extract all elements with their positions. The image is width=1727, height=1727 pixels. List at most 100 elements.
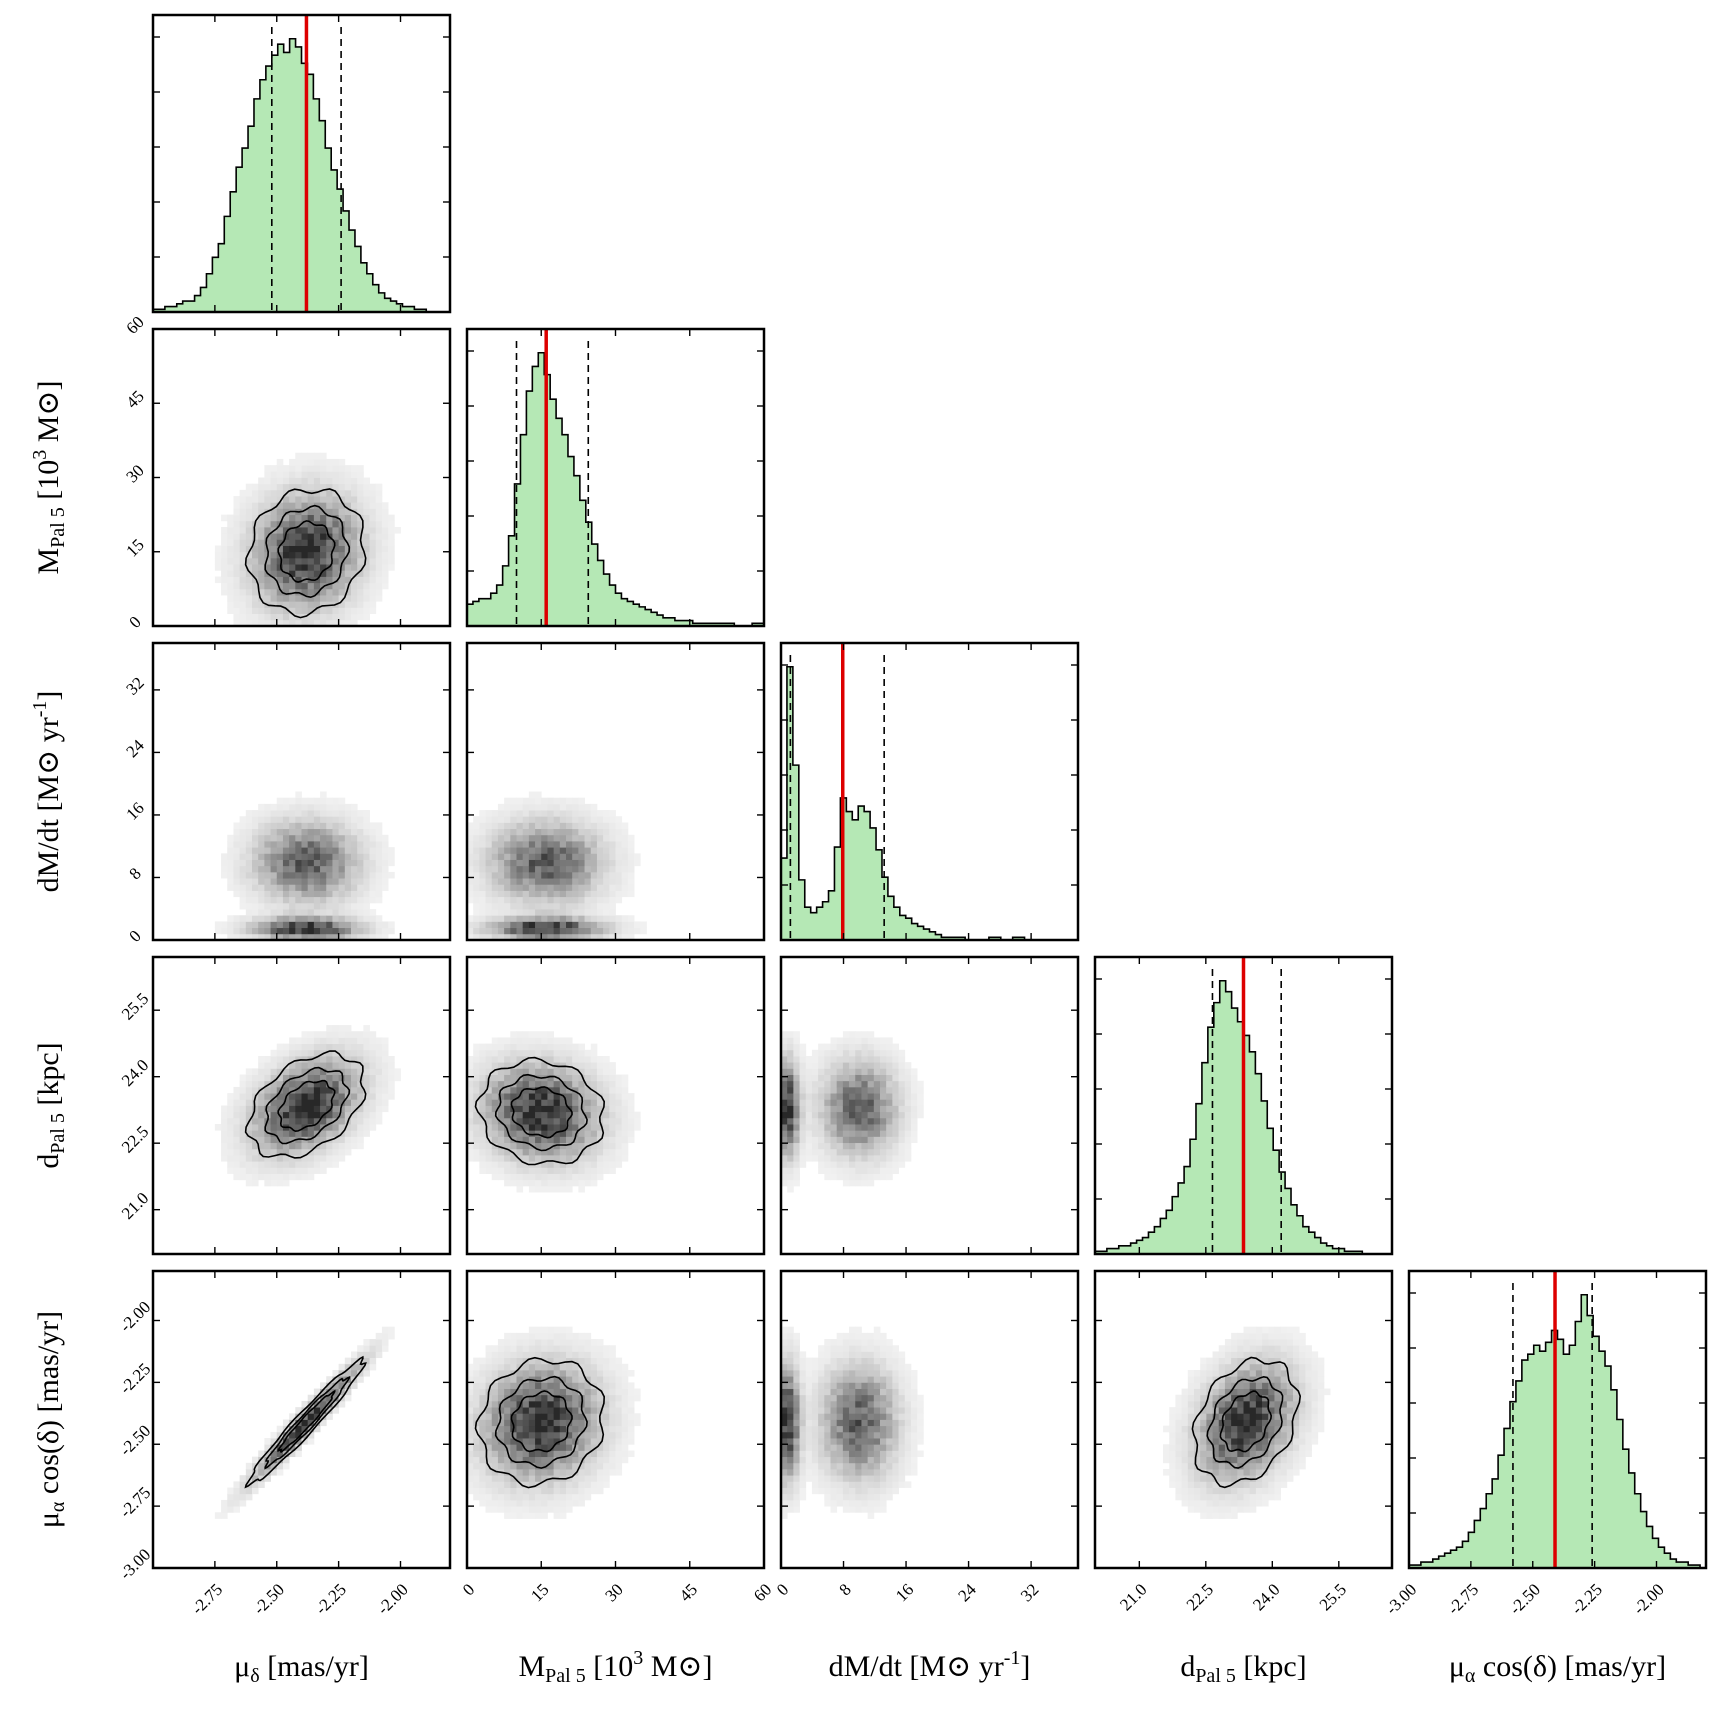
- density-cell: [904, 1099, 912, 1106]
- density-cell: [818, 1345, 825, 1352]
- density-cell: [344, 841, 352, 848]
- density-cell: [842, 1456, 850, 1464]
- density-cell: [892, 1161, 899, 1168]
- density-cell: [270, 878, 278, 885]
- density-cell: [363, 576, 370, 584]
- density-cell: [898, 1074, 906, 1082]
- density-cell: [578, 1155, 585, 1162]
- density-cell: [553, 816, 561, 823]
- density-cell: [375, 1351, 383, 1359]
- density-cell: [326, 619, 333, 627]
- density-cell: [572, 1136, 579, 1144]
- density-cell: [855, 1394, 862, 1402]
- density-cell: [535, 1031, 542, 1038]
- density-cell: [553, 1117, 561, 1125]
- density-cell: [301, 533, 309, 540]
- density-cell: [522, 915, 530, 922]
- density-cell: [264, 1124, 271, 1131]
- density-cell: [276, 902, 284, 910]
- density-cell: [873, 1161, 881, 1168]
- density-cell: [270, 884, 278, 891]
- density-cell: [295, 527, 302, 534]
- density-cell: [245, 841, 253, 848]
- density-cell: [245, 902, 253, 910]
- density-cell: [252, 810, 259, 817]
- density-cell: [559, 1185, 567, 1193]
- density-cell: [528, 1456, 536, 1464]
- density-cell: [886, 1493, 893, 1501]
- density-cell: [357, 508, 364, 516]
- density-cell: [357, 927, 364, 935]
- density-cell: [320, 1037, 327, 1045]
- density-cell: [338, 915, 346, 922]
- density-cell: [245, 865, 253, 873]
- density-cell: [239, 1105, 247, 1113]
- density-cell: [295, 1431, 302, 1439]
- density-cell: [541, 828, 548, 836]
- density-cell: [541, 1512, 548, 1519]
- density-cell: [830, 1376, 838, 1383]
- density-cell: [547, 1487, 555, 1495]
- density-cell: [332, 816, 340, 823]
- density-cell: [590, 1117, 598, 1125]
- density-cell: [282, 496, 290, 503]
- density-cell: [357, 1111, 364, 1119]
- density-cell: [252, 527, 259, 534]
- density-cell: [824, 1099, 831, 1106]
- density-cell: [326, 1105, 333, 1113]
- density-cell: [811, 1105, 819, 1113]
- density-cell: [535, 871, 542, 879]
- density-cell: [836, 1124, 844, 1131]
- density-cell: [258, 1155, 265, 1162]
- density-cell: [375, 1049, 383, 1057]
- density-cell: [541, 816, 548, 823]
- density-cell: [566, 1167, 573, 1174]
- density-cell: [578, 915, 585, 922]
- density-cell: [566, 1425, 573, 1433]
- density-cell: [332, 1037, 340, 1045]
- density-cell: [497, 1124, 505, 1131]
- density-cell: [473, 1394, 480, 1402]
- density-cell: [289, 1086, 296, 1094]
- density-cell: [603, 841, 610, 848]
- density-cell: [357, 834, 364, 842]
- density-cell: [830, 1056, 838, 1063]
- density-cell: [252, 1487, 259, 1495]
- density-cell: [227, 871, 234, 879]
- density-cell: [289, 514, 296, 522]
- density-cell: [541, 1068, 548, 1075]
- density-cell: [313, 1037, 321, 1045]
- density-cell: [904, 1148, 912, 1156]
- density-cell: [609, 828, 616, 836]
- density-cell: [338, 1037, 346, 1045]
- density-cell: [609, 1161, 616, 1168]
- density-cell: [351, 915, 358, 922]
- density-cell: [584, 853, 592, 860]
- density-cell: [898, 1413, 906, 1420]
- density-cell: [898, 1382, 906, 1389]
- density-cell: [842, 1345, 850, 1352]
- density-cell: [849, 1462, 856, 1470]
- density-cell: [904, 1444, 912, 1451]
- density-cell: [787, 1093, 794, 1100]
- density-cell: [522, 1117, 530, 1125]
- density-cell: [590, 896, 598, 904]
- density-cell: [491, 1475, 499, 1482]
- density-cell: [289, 551, 296, 559]
- density-cell: [590, 1351, 598, 1359]
- density-cell: [510, 1394, 517, 1402]
- density-cell: [584, 1093, 592, 1100]
- density-cell: [479, 1049, 486, 1057]
- density-cell: [898, 1425, 906, 1433]
- density-cell: [818, 1357, 825, 1365]
- density-cell: [559, 859, 567, 867]
- density-cell: [320, 1117, 327, 1125]
- density-cell: [227, 927, 234, 935]
- density-cell: [357, 933, 364, 941]
- density-cell: [264, 890, 271, 898]
- density-cell: [307, 1105, 315, 1113]
- density-cell: [917, 1438, 924, 1445]
- density-cell: [603, 1062, 610, 1069]
- density-cell: [609, 1167, 616, 1174]
- density-cell: [270, 557, 278, 565]
